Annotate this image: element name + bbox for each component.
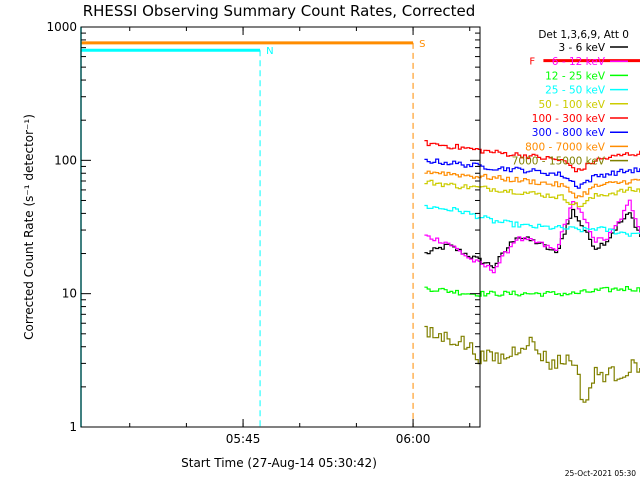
y-tick-label: 1 (69, 420, 77, 434)
legend-entry-5: 50 - 100 keV (538, 99, 605, 111)
legend-entry-3: 12 - 25 keV (545, 70, 606, 82)
y-tick-label: 100 (54, 153, 77, 167)
series-line-2 (424, 199, 640, 274)
annotation-label-f: F (529, 57, 535, 68)
legend-entry-9: 7000 - 15000 keV (512, 156, 606, 168)
legend-entry-8: 800 - 7000 keV (525, 141, 606, 153)
series-line-5 (424, 179, 640, 208)
legend-entry-4: 25 - 50 keV (545, 85, 606, 97)
x-tick-label: 06:00 (396, 432, 431, 446)
series-line-6 (424, 140, 640, 173)
y-axis-label: Corrected Count Rate (s⁻¹ detector⁻¹) (22, 114, 36, 340)
series-layer (424, 140, 640, 403)
axes-layer: 1 10 100 1000 05:45 06:00 (46, 20, 480, 446)
plot-frame (80, 26, 481, 428)
legend-entry-7: 300 - 800 keV (532, 127, 606, 139)
series-line-9 (424, 325, 640, 403)
series-line-4 (424, 204, 640, 237)
legend-header: Det 1,3,6,9, Att 0 (538, 29, 629, 41)
x-tick-label: 05:45 (226, 432, 261, 446)
legend: 3 - 6 keV 6 - 12 keV 12 - 25 keV 25 - 50 ke… (512, 42, 628, 168)
annotation-label-n: N (266, 46, 273, 57)
legend-entry-6: 100 - 300 keV (532, 113, 606, 125)
series-line-7 (424, 158, 640, 189)
series-line-3 (424, 286, 640, 297)
series-line-8 (424, 170, 640, 199)
chart-title: RHESSI Observing Summary Count Rates, Co… (83, 2, 476, 20)
y-tick-label: 1000 (46, 20, 77, 34)
annotation-label-s: S (419, 39, 425, 50)
timestamp: 25-Oct-2021 05:30 (565, 469, 636, 478)
y-tick-label: 10 (62, 287, 77, 301)
series-line-1 (424, 208, 640, 269)
legend-entry-2: 6 - 12 keV (552, 56, 606, 68)
x-axis-label: Start Time (27-Aug-14 05:30:42) (181, 456, 377, 470)
legend-entry-1: 3 - 6 keV (558, 42, 605, 54)
